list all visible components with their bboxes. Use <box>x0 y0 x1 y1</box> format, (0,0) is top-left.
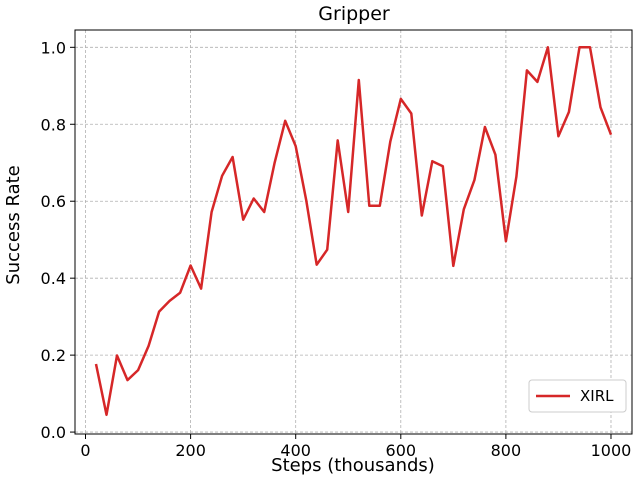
y-tick-label: 0.6 <box>41 192 66 211</box>
y-tick-label: 1.0 <box>41 38 66 57</box>
y-tick-label: 0.2 <box>41 346 66 365</box>
legend-label: XIRL <box>580 387 614 405</box>
x-tick-label: 600 <box>386 441 417 460</box>
x-tick-label: 200 <box>175 441 206 460</box>
y-tick-label: 0.0 <box>41 423 66 442</box>
legend: XIRL <box>528 379 627 413</box>
plot-area-frame <box>74 29 633 435</box>
series-line-xirl <box>94 46 613 417</box>
chart-title: Gripper <box>318 3 390 25</box>
x-tick-label: 800 <box>491 441 522 460</box>
x-tick-label: 1000 <box>591 441 632 460</box>
y-axis: 0.0 0.2 0.4 0.6 0.8 1.0 <box>41 38 75 442</box>
legend-box <box>528 379 627 413</box>
y-tick-label: 0.8 <box>41 115 66 134</box>
y-tick-label: 0.4 <box>41 269 66 288</box>
x-axis: 0 200 400 600 800 1000 <box>80 434 631 460</box>
x-tick-label: 400 <box>280 441 311 460</box>
y-axis-label: Success Rate <box>3 165 24 284</box>
x-tick-label: 0 <box>80 441 90 460</box>
grid <box>75 30 632 434</box>
series-layer <box>94 46 613 417</box>
x-axis-label: Steps (thousands) <box>271 455 435 476</box>
